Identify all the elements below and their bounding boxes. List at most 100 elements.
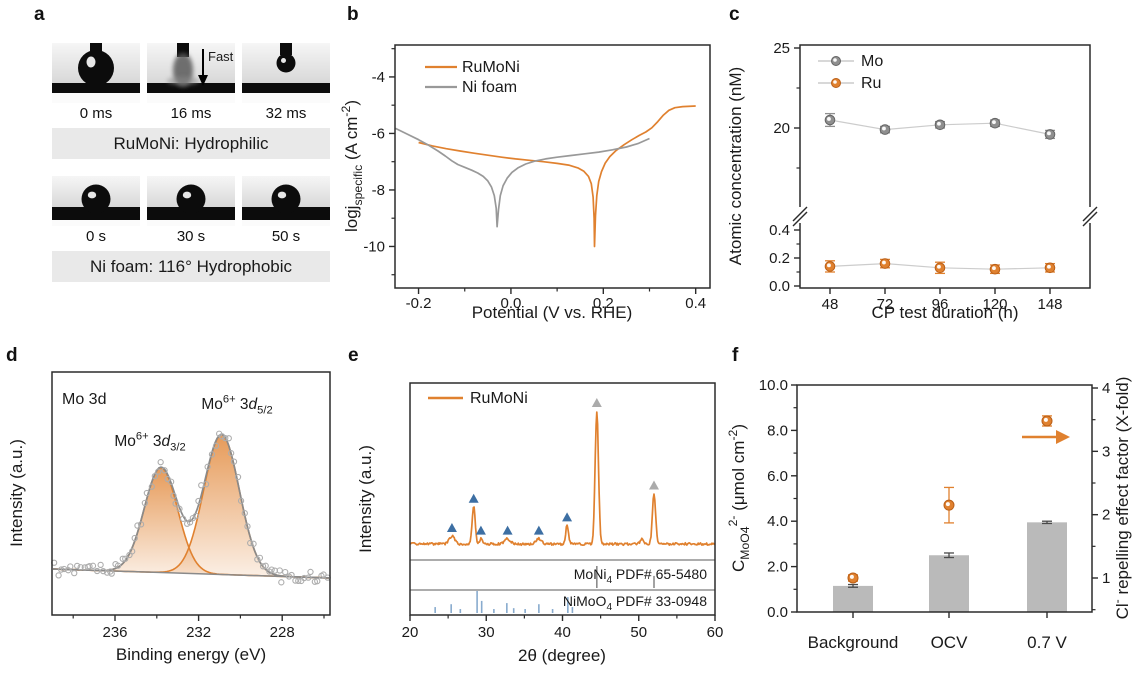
series-RuMoNi	[418, 105, 696, 248]
scatter-point	[227, 450, 235, 457]
tick-label: 8.0	[767, 422, 788, 439]
scatter-point	[202, 481, 210, 488]
time-label: 32 ms	[265, 105, 307, 122]
nimoo4-peak-marker-triangle	[533, 525, 544, 535]
data-point-marker	[1044, 262, 1056, 274]
scatter-point	[208, 451, 216, 458]
concentration-bar	[833, 585, 873, 612]
tick-label: 0.2	[769, 250, 790, 267]
tick-label: 40	[554, 624, 571, 641]
scatter-point	[172, 500, 179, 507]
x-axis-label: 2θ (degree)	[518, 646, 606, 665]
needle	[177, 43, 189, 57]
nimoo4-peak-marker-triangle	[446, 523, 457, 533]
concentration-bar	[929, 555, 969, 612]
scatter-point	[218, 433, 226, 440]
data-point-marker	[879, 258, 891, 269]
scatter-point	[278, 579, 285, 586]
axis-break-gap	[798, 207, 802, 223]
error-bar	[1042, 520, 1052, 525]
scatter-point	[192, 512, 200, 520]
moni4-peak-marker-triangle	[649, 480, 659, 490]
scatter-point	[247, 539, 254, 547]
panel-label-d: d	[6, 345, 18, 366]
droplet-frames-nifoam	[52, 176, 330, 226]
panel-label-e: e	[348, 345, 359, 366]
panel-c-dissolution-chart: 48 72 96 120 148 25 20 0.4 0.2 0.0 CP test duratio…	[728, 40, 1098, 322]
panel-b-polarization-chart: -0.2 0.0 0.2 0.4 -4 -6 -8 -10 Potential (V vs. R…	[340, 44, 711, 322]
droplet-highlight	[277, 191, 287, 199]
wettability-strip-nifoam: 0 s 30 s 50 s Ni foam: 116° Hydrophobic	[52, 176, 330, 282]
y-axis-label: Intensity (a.u.)	[356, 445, 375, 553]
scatter-point	[225, 435, 232, 442]
scatter-point	[204, 463, 211, 470]
scatter-point	[256, 554, 264, 561]
panel-label-f: f	[732, 345, 739, 366]
data-point-marker	[989, 263, 1001, 275]
reference-ticks	[434, 591, 574, 613]
tick-label: 236	[102, 624, 127, 641]
legend-label: RuMoNi	[470, 390, 528, 407]
category-label: 0.7 V	[1027, 633, 1067, 652]
tick-label: 30	[478, 624, 495, 641]
tick-label: 120	[982, 296, 1007, 313]
attached-droplet-photo	[52, 43, 140, 103]
tick-label: 4.0	[767, 513, 788, 530]
substrate-surface	[147, 83, 235, 93]
detached-droplet-photo	[242, 43, 330, 103]
tick-label: 20	[402, 624, 419, 641]
panel-label-b: b	[347, 4, 359, 25]
tick-label: -10	[363, 238, 385, 255]
scatter-point	[134, 522, 141, 529]
photo-background	[147, 93, 235, 103]
scatter-point	[288, 571, 295, 579]
time-label: 0 s	[85, 228, 106, 245]
y-axis-label: logjspecific (A cm-2)	[340, 100, 365, 232]
scatter-point	[86, 563, 93, 570]
scatter-point	[282, 568, 289, 576]
scatter-point	[314, 578, 321, 585]
scatter-point	[262, 562, 269, 569]
panel-label-a: a	[34, 4, 45, 25]
plot-frame	[51, 371, 331, 616]
scatter-point	[89, 562, 97, 569]
nimoo4-peak-marker-triangle	[562, 512, 573, 522]
scatter-point	[268, 566, 275, 573]
reference-ticks	[596, 566, 655, 588]
axis-break-slash	[1082, 206, 1098, 222]
legend-label: Ru	[861, 75, 881, 92]
fast-annotation: Fast	[208, 49, 234, 64]
substrate-surface	[242, 83, 330, 93]
scatter-point	[295, 577, 302, 585]
tick-label: 50	[630, 624, 647, 641]
scatter-point	[241, 510, 248, 517]
scatter-point	[176, 505, 183, 512]
tick-label: 232	[186, 624, 211, 641]
scatter-point	[143, 489, 151, 497]
data-point-marker	[879, 124, 891, 135]
tick-label: 25	[773, 40, 790, 57]
xrd-pattern-RuMoNi	[409, 411, 716, 547]
right-y-axis-label: Cl- repelling effect factor (X-fold)	[1110, 377, 1132, 620]
scatter-point	[244, 523, 251, 530]
droplet-highlight	[182, 191, 192, 199]
tick-label: -0.2	[406, 295, 432, 312]
tick-label: 60	[707, 624, 724, 641]
scatter-point	[195, 497, 202, 505]
tick-label: -8	[372, 182, 385, 199]
tick-label: -6	[372, 125, 385, 142]
legend-marker	[831, 56, 841, 66]
concentration-bar	[1027, 522, 1067, 612]
dome-droplet-photo	[242, 176, 330, 226]
xps-peak-fill	[53, 434, 329, 578]
tick-label: 0.4	[685, 295, 706, 312]
photo-background	[242, 220, 330, 226]
time-label: 50 s	[271, 228, 301, 245]
water-droplet	[276, 53, 296, 73]
fast-arrow-head	[198, 75, 208, 86]
scatter-point	[250, 540, 257, 547]
droplet-highlight	[86, 56, 96, 68]
droplet-frames-rumoni: Fast	[52, 43, 330, 103]
scatter-point	[186, 519, 194, 526]
data-point-marker	[824, 114, 836, 126]
